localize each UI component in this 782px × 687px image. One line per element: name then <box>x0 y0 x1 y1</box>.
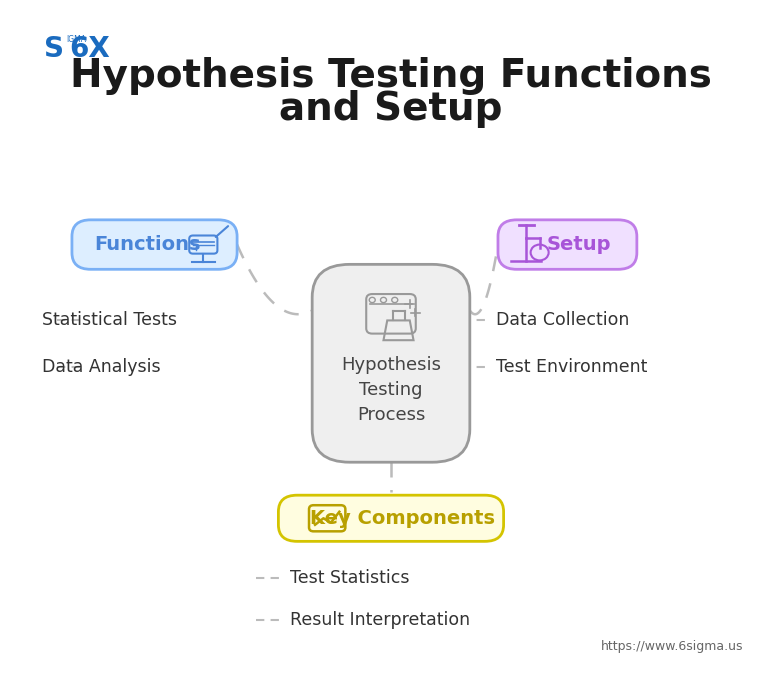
Text: and Setup: and Setup <box>279 91 503 128</box>
Text: https://www.6sigma.us: https://www.6sigma.us <box>601 640 744 653</box>
FancyBboxPatch shape <box>72 220 237 269</box>
Text: Data Analysis: Data Analysis <box>42 357 160 376</box>
Text: Hypothesis Testing Functions: Hypothesis Testing Functions <box>70 58 712 95</box>
Text: 6X: 6X <box>70 35 110 63</box>
Text: Hypothesis
Testing
Process: Hypothesis Testing Process <box>341 356 441 424</box>
Text: Data Collection: Data Collection <box>496 311 630 330</box>
Text: Key Components: Key Components <box>310 509 495 528</box>
FancyBboxPatch shape <box>498 220 637 269</box>
FancyBboxPatch shape <box>312 264 470 462</box>
Text: Setup: Setup <box>547 235 611 254</box>
Text: Test Statistics: Test Statistics <box>289 569 409 587</box>
Text: Statistical Tests: Statistical Tests <box>42 311 177 330</box>
Text: Test Environment: Test Environment <box>496 357 647 376</box>
Text: Result Interpretation: Result Interpretation <box>289 611 470 629</box>
Text: S: S <box>44 35 64 63</box>
Text: IGMA: IGMA <box>66 35 87 44</box>
Text: Functions: Functions <box>94 235 200 254</box>
FancyBboxPatch shape <box>278 495 504 541</box>
